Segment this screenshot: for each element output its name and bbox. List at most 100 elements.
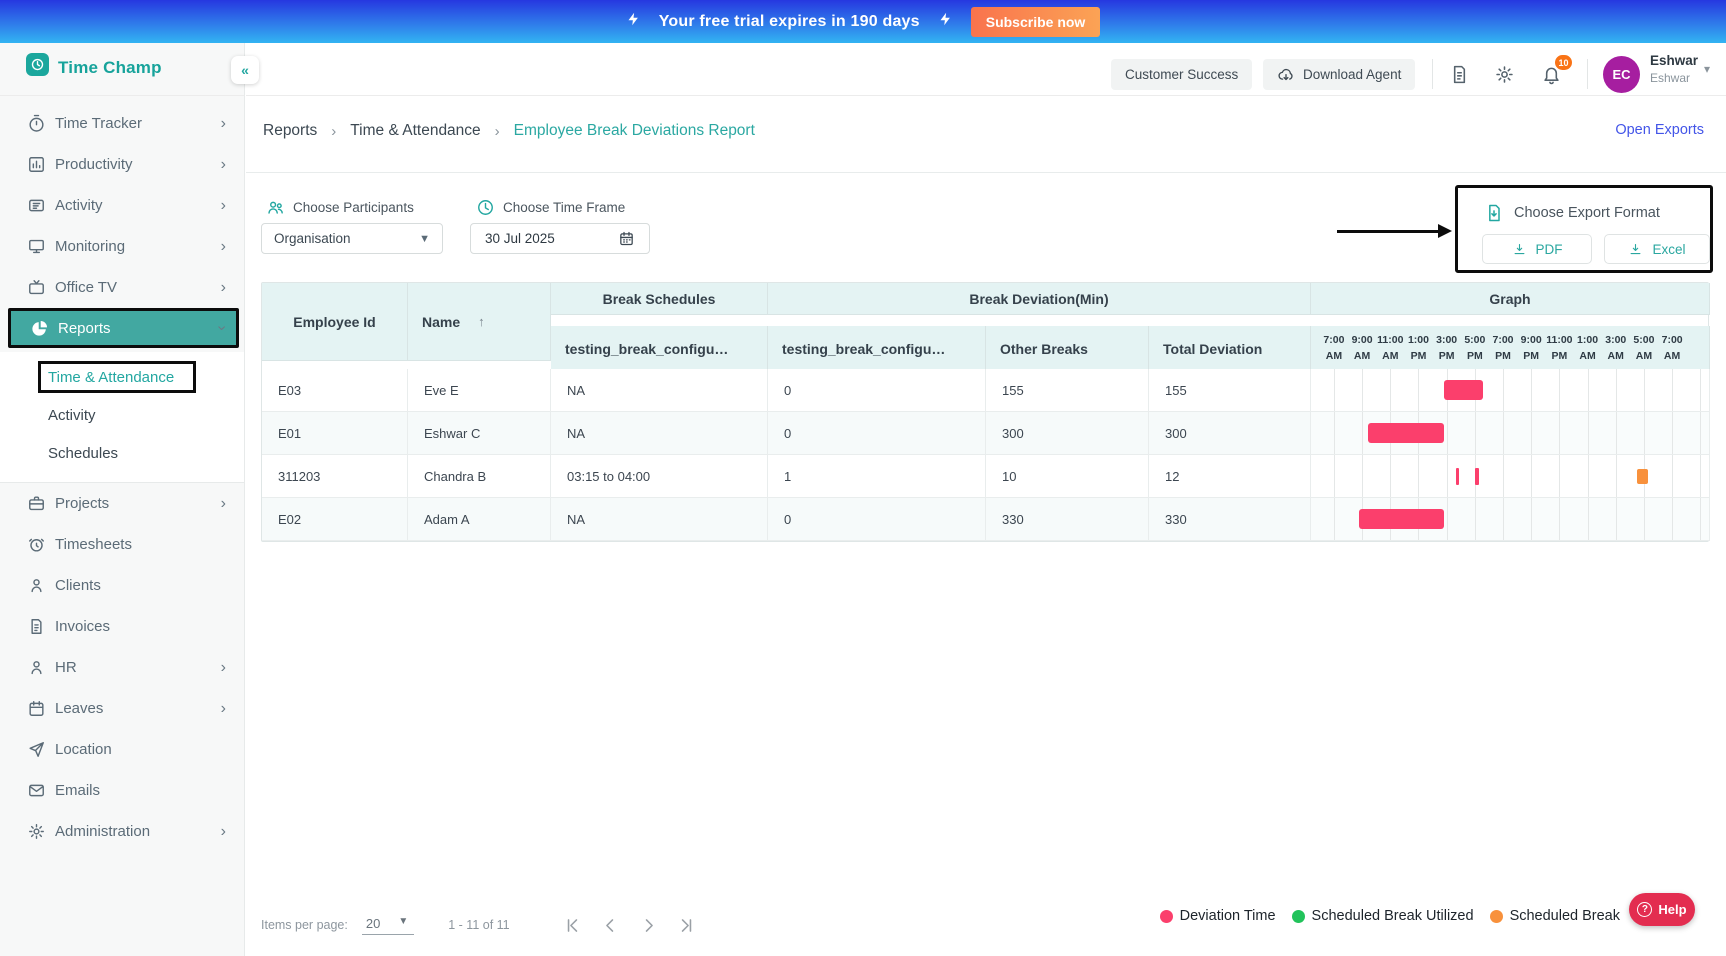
alarm-clock-icon bbox=[27, 535, 46, 554]
gridline bbox=[1559, 369, 1560, 411]
sidebar-item-administration[interactable]: Administration› bbox=[0, 811, 244, 852]
gridline bbox=[1672, 369, 1673, 411]
sidebar-item-activity[interactable]: Activity› bbox=[0, 185, 244, 226]
download-agent-button[interactable]: Download Agent bbox=[1263, 59, 1415, 90]
sidebar-subitem-time-attendance[interactable]: Time & Attendance bbox=[0, 358, 244, 396]
sidebar-item-monitoring[interactable]: Monitoring› bbox=[0, 226, 244, 267]
sidebar-item-time-tracker[interactable]: Time Tracker› bbox=[0, 103, 244, 144]
gridline bbox=[1475, 498, 1476, 540]
last-page-button[interactable] bbox=[668, 912, 706, 938]
notification-badge: 10 bbox=[1555, 55, 1572, 70]
send-icon bbox=[27, 740, 46, 759]
gridline bbox=[1616, 455, 1617, 497]
page-title: Employee Break Deviations Report bbox=[514, 122, 755, 140]
sidebar-item-emails[interactable]: Emails bbox=[0, 770, 244, 811]
sub-header-other-breaks: Other Breaks bbox=[986, 326, 1149, 372]
gridline bbox=[1503, 455, 1504, 497]
chevron-right-icon: › bbox=[221, 279, 226, 297]
file-download-icon bbox=[1484, 203, 1504, 223]
sub-header-time-scale: 7:00 AM9:00 AM11:00 AM1:00 PM3:00 PM5:00… bbox=[1311, 326, 1710, 372]
subscribe-now-button[interactable]: Subscribe now bbox=[971, 7, 1101, 37]
sidebar-item-location[interactable]: Location bbox=[0, 729, 244, 770]
sidebar-collapse-button[interactable]: « bbox=[231, 56, 259, 84]
sidebar-item-reports[interactable]: Reports› bbox=[0, 308, 244, 352]
gear-icon[interactable] bbox=[1494, 64, 1515, 85]
export-format-title: Choose Export Format bbox=[1484, 203, 1660, 223]
sidebar-nav: Time Tracker›Productivity›Activity›Monit… bbox=[0, 103, 244, 852]
sidebar-item-projects[interactable]: Projects› bbox=[0, 483, 244, 524]
sidebar-item-timesheets[interactable]: Timesheets bbox=[0, 524, 244, 565]
gridline bbox=[1334, 412, 1335, 454]
gridline bbox=[1531, 455, 1532, 497]
cell-other-breaks: 330 bbox=[986, 498, 1149, 541]
download-icon bbox=[1628, 242, 1643, 257]
cell-break-schedule: 03:15 to 04:00 bbox=[551, 455, 768, 498]
gridline bbox=[1559, 455, 1560, 497]
sort-ascending-icon[interactable]: ↑ bbox=[478, 314, 485, 329]
sidebar-subitem-schedules[interactable]: Schedules bbox=[0, 434, 244, 472]
breadcrumb-link-reports[interactable]: Reports bbox=[263, 122, 317, 140]
gridline bbox=[1475, 412, 1476, 454]
calendar-icon[interactable] bbox=[618, 230, 635, 247]
chevron-right-icon: › bbox=[221, 495, 226, 513]
sidebar-item-hr[interactable]: HR› bbox=[0, 647, 244, 688]
gridline bbox=[1531, 369, 1532, 411]
sidebar-item-leaves[interactable]: Leaves› bbox=[0, 688, 244, 729]
mail-icon bbox=[27, 781, 46, 800]
cell-graph bbox=[1311, 455, 1710, 498]
participants-select[interactable]: Organisation ▼ bbox=[261, 223, 443, 254]
cell-total-deviation: 300 bbox=[1149, 412, 1311, 455]
annotation-arrow bbox=[1337, 230, 1441, 233]
first-page-button[interactable] bbox=[554, 912, 592, 938]
previous-page-button[interactable] bbox=[592, 912, 630, 938]
breadcrumb: Reports›Time & Attendance›Employee Break… bbox=[263, 122, 755, 140]
legend-item-deviation-time: Deviation Time bbox=[1160, 908, 1276, 924]
chevron-down-icon[interactable]: ▾ bbox=[1704, 62, 1710, 76]
next-page-button[interactable] bbox=[630, 912, 668, 938]
sidebar-subitem-activity[interactable]: Activity bbox=[0, 396, 244, 434]
chevron-right-icon: › bbox=[221, 115, 226, 133]
col-header-name[interactable]: Name ↑ bbox=[408, 283, 551, 361]
sidebar-item-productivity[interactable]: Productivity› bbox=[0, 144, 244, 185]
export-excel-button[interactable]: Excel bbox=[1604, 234, 1710, 264]
gridline bbox=[1616, 369, 1617, 411]
gridline bbox=[1588, 498, 1589, 540]
open-exports-link[interactable]: Open Exports bbox=[1615, 122, 1704, 138]
gear-icon bbox=[27, 822, 46, 841]
gridline bbox=[1390, 455, 1391, 497]
date-input[interactable]: 30 Jul 2025 bbox=[470, 223, 650, 254]
chevron-down-icon: › bbox=[212, 325, 230, 330]
gridline bbox=[1700, 498, 1701, 540]
cloud-download-icon bbox=[1277, 66, 1295, 84]
time-champ-logo-icon bbox=[26, 53, 49, 76]
customer-success-button[interactable]: Customer Success bbox=[1111, 59, 1252, 90]
legend-item-scheduled-break-utilized: Scheduled Break Utilized bbox=[1292, 908, 1474, 924]
gridline bbox=[1644, 412, 1645, 454]
user-name: Eshwar bbox=[1650, 53, 1698, 68]
cell-total-deviation: 330 bbox=[1149, 498, 1311, 541]
sidebar-item-invoices[interactable]: Invoices bbox=[0, 606, 244, 647]
deviation-time-bar bbox=[1456, 468, 1459, 485]
col-header-employee-id: Employee Id bbox=[262, 283, 408, 361]
avatar[interactable]: EC bbox=[1603, 56, 1640, 93]
items-per-page-select[interactable]: 20▼ bbox=[362, 916, 414, 935]
legend-item-scheduled-break: Scheduled Break bbox=[1490, 908, 1620, 924]
deviation-time-bar bbox=[1359, 509, 1444, 529]
cell-break-schedule: NA bbox=[551, 498, 768, 541]
cell-total-deviation: 155 bbox=[1149, 369, 1311, 412]
active-item-annotation[interactable]: Reports› bbox=[8, 308, 239, 348]
cell-employee-id: E03 bbox=[262, 369, 408, 412]
sidebar-item-clients[interactable]: Clients bbox=[0, 565, 244, 606]
time-tick-label: 5:00 AM bbox=[1633, 333, 1654, 365]
legend-dot bbox=[1490, 910, 1503, 923]
document-icon[interactable] bbox=[1449, 64, 1470, 85]
monitor-icon bbox=[27, 237, 46, 256]
help-button[interactable]: ? Help bbox=[1629, 893, 1695, 926]
export-pdf-button[interactable]: PDF bbox=[1482, 234, 1592, 264]
choose-time-frame-label: Choose Time Frame bbox=[476, 198, 625, 217]
breadcrumb-link-time-attendance[interactable]: Time & Attendance bbox=[350, 122, 480, 140]
user-subtitle: Eshwar bbox=[1650, 71, 1690, 85]
chevron-right-icon: › bbox=[221, 197, 226, 215]
sidebar-item-office-tv[interactable]: Office TV› bbox=[0, 267, 244, 308]
deviation-time-bar bbox=[1475, 468, 1479, 485]
